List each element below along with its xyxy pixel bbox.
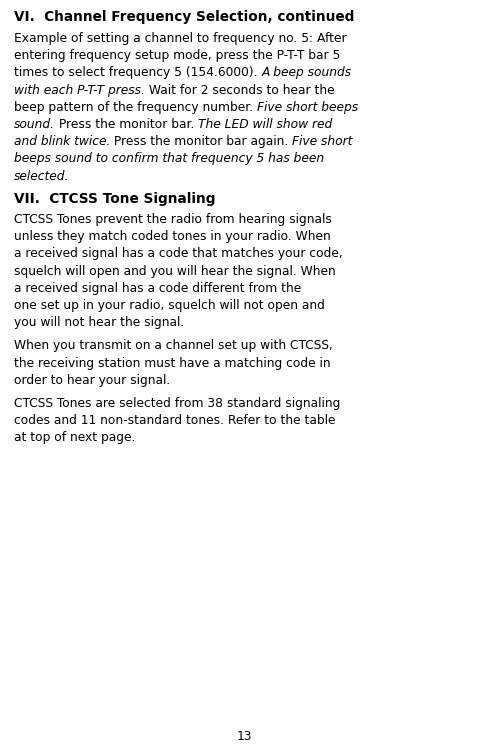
Text: codes and 11 non-standard tones. Refer to the table: codes and 11 non-standard tones. Refer t… [14, 414, 336, 427]
Text: times to select frequency 5 (154.6000).: times to select frequency 5 (154.6000). [14, 66, 262, 80]
Text: order to hear your signal.: order to hear your signal. [14, 374, 170, 387]
Text: Five short beeps: Five short beeps [257, 101, 358, 114]
Text: CTCSS Tones prevent the radio from hearing signals: CTCSS Tones prevent the radio from heari… [14, 213, 332, 226]
Text: entering frequency setup mode, press the P-T-T bar 5: entering frequency setup mode, press the… [14, 49, 340, 62]
Text: with each P-T-T press.: with each P-T-T press. [14, 83, 145, 96]
Text: Press the monitor bar again.: Press the monitor bar again. [110, 135, 292, 148]
Text: VI.  Channel Frequency Selection, continued: VI. Channel Frequency Selection, continu… [14, 10, 354, 24]
Text: 13: 13 [236, 730, 252, 743]
Text: and blink twice.: and blink twice. [14, 135, 110, 148]
Text: sound.: sound. [14, 118, 55, 131]
Text: a received signal has a code that matches your code,: a received signal has a code that matche… [14, 247, 343, 260]
Text: unless they match coded tones in your radio. When: unless they match coded tones in your ra… [14, 230, 331, 243]
Text: squelch will open and you will hear the signal. When: squelch will open and you will hear the … [14, 265, 336, 277]
Text: Five short: Five short [292, 135, 353, 148]
Text: Wait for 2 seconds to hear the: Wait for 2 seconds to hear the [145, 83, 334, 96]
Text: selected.: selected. [14, 170, 69, 183]
Text: beeps sound to confirm that frequency 5 has been: beeps sound to confirm that frequency 5 … [14, 153, 324, 165]
Text: A beep sounds: A beep sounds [262, 66, 351, 80]
Text: one set up in your radio, squelch will not open and: one set up in your radio, squelch will n… [14, 299, 325, 312]
Text: a received signal has a code different from the: a received signal has a code different f… [14, 282, 301, 295]
Text: Example of setting a channel to frequency no. 5: After: Example of setting a channel to frequenc… [14, 32, 346, 45]
Text: at top of next page.: at top of next page. [14, 432, 135, 444]
Text: beep pattern of the frequency number.: beep pattern of the frequency number. [14, 101, 257, 114]
Text: Press the monitor bar.: Press the monitor bar. [55, 118, 198, 131]
Text: VII.  CTCSS Tone Signaling: VII. CTCSS Tone Signaling [14, 192, 216, 206]
Text: CTCSS Tones are selected from 38 standard signaling: CTCSS Tones are selected from 38 standar… [14, 397, 340, 410]
Text: The LED will show red: The LED will show red [198, 118, 332, 131]
Text: the receiving station must have a matching code in: the receiving station must have a matchi… [14, 356, 331, 369]
Text: When you transmit on a channel set up with CTCSS,: When you transmit on a channel set up wi… [14, 339, 333, 353]
Text: you will not hear the signal.: you will not hear the signal. [14, 316, 184, 329]
